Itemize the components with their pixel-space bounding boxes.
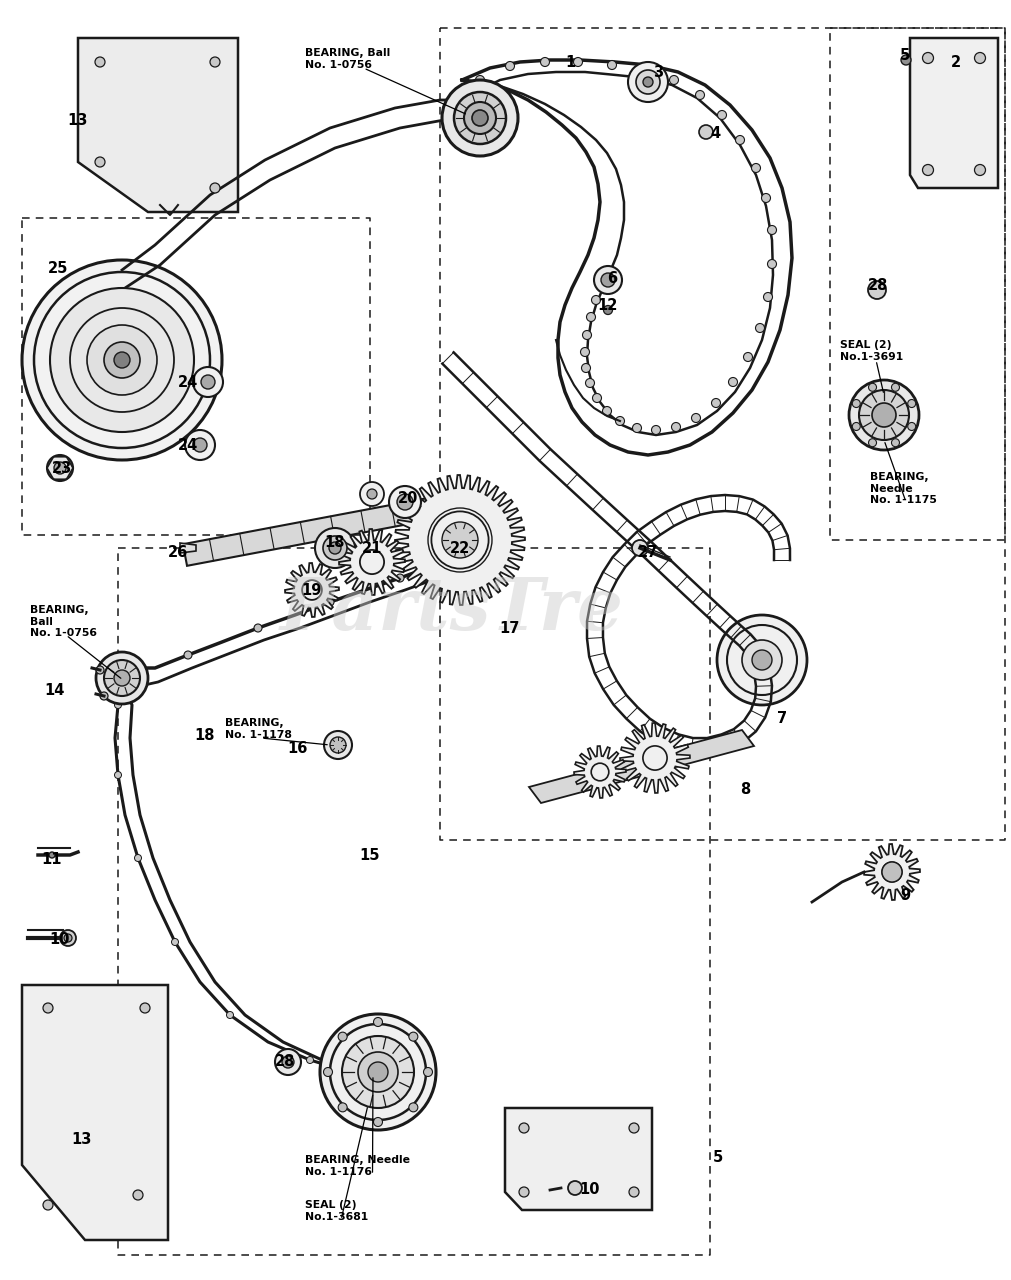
Circle shape [743, 352, 752, 361]
Circle shape [140, 1004, 150, 1012]
Polygon shape [529, 730, 753, 803]
Text: SEAL (2)
No.1-3691: SEAL (2) No.1-3691 [839, 340, 903, 362]
Text: BEARING, Ball
No. 1-0756: BEARING, Ball No. 1-0756 [304, 49, 390, 69]
Circle shape [922, 165, 932, 175]
Text: 26: 26 [168, 544, 188, 559]
Circle shape [47, 454, 73, 481]
Circle shape [582, 330, 590, 339]
Circle shape [475, 76, 484, 84]
Circle shape [408, 1032, 418, 1041]
Circle shape [454, 92, 506, 145]
Circle shape [324, 1068, 333, 1076]
Circle shape [506, 61, 514, 70]
Polygon shape [909, 38, 997, 188]
Text: PartsTre: PartsTre [280, 573, 624, 645]
Polygon shape [183, 494, 452, 566]
Polygon shape [620, 723, 690, 794]
Circle shape [114, 669, 129, 686]
Circle shape [193, 438, 207, 452]
Circle shape [635, 70, 659, 93]
Circle shape [907, 422, 915, 430]
Circle shape [867, 383, 876, 392]
Circle shape [87, 325, 157, 396]
Circle shape [395, 573, 403, 582]
Circle shape [171, 938, 178, 946]
Circle shape [628, 61, 667, 102]
Circle shape [367, 489, 377, 499]
Circle shape [669, 76, 677, 84]
Circle shape [851, 422, 859, 430]
Circle shape [342, 1036, 413, 1108]
Text: 2: 2 [950, 55, 960, 69]
Circle shape [891, 383, 899, 392]
Text: 9: 9 [899, 887, 909, 902]
Text: 3: 3 [652, 64, 662, 79]
Circle shape [691, 413, 700, 422]
Circle shape [275, 1050, 300, 1075]
Circle shape [114, 772, 121, 778]
Circle shape [867, 282, 885, 300]
Circle shape [42, 1199, 53, 1210]
Circle shape [540, 58, 549, 67]
Circle shape [599, 279, 608, 288]
Polygon shape [78, 38, 238, 212]
Circle shape [100, 692, 108, 700]
Circle shape [95, 58, 105, 67]
Circle shape [54, 462, 66, 474]
Circle shape [567, 1181, 581, 1196]
Circle shape [60, 931, 76, 946]
Circle shape [96, 652, 148, 704]
Circle shape [254, 625, 262, 632]
Circle shape [114, 701, 121, 709]
Circle shape [324, 731, 352, 759]
Circle shape [104, 342, 140, 378]
Text: BEARING, Needle
No. 1-1176: BEARING, Needle No. 1-1176 [304, 1155, 409, 1176]
Circle shape [640, 65, 649, 74]
Polygon shape [573, 746, 626, 797]
Text: 22: 22 [450, 540, 470, 556]
Circle shape [762, 293, 771, 302]
Text: 15: 15 [359, 847, 380, 863]
Text: BEARING,
Ball
No. 1-0756: BEARING, Ball No. 1-0756 [30, 605, 97, 639]
Text: 8: 8 [739, 782, 749, 797]
Text: 24: 24 [178, 438, 198, 453]
Circle shape [882, 861, 901, 882]
Circle shape [580, 347, 589, 357]
Circle shape [323, 536, 347, 561]
Text: 27: 27 [637, 544, 657, 559]
Circle shape [64, 934, 72, 942]
Circle shape [858, 390, 908, 440]
Circle shape [104, 660, 140, 696]
Circle shape [50, 288, 194, 433]
Circle shape [463, 102, 495, 134]
Circle shape [900, 55, 910, 65]
Circle shape [907, 399, 915, 407]
Circle shape [671, 422, 679, 431]
Text: 28: 28 [275, 1055, 295, 1070]
Circle shape [329, 541, 341, 554]
Text: 5: 5 [712, 1151, 723, 1166]
Text: 10: 10 [579, 1183, 600, 1198]
Circle shape [867, 439, 876, 447]
Circle shape [319, 1014, 436, 1130]
Circle shape [210, 183, 219, 193]
Text: 20: 20 [397, 490, 418, 506]
Circle shape [735, 136, 744, 145]
Text: 16: 16 [287, 741, 308, 755]
Circle shape [210, 58, 219, 67]
Circle shape [201, 375, 214, 389]
Text: 18: 18 [194, 727, 215, 742]
Text: 7: 7 [776, 710, 787, 726]
Circle shape [442, 79, 518, 156]
Circle shape [766, 225, 775, 234]
Circle shape [226, 1011, 234, 1019]
Circle shape [338, 1032, 347, 1041]
Text: 25: 25 [48, 261, 68, 275]
Circle shape [695, 91, 704, 100]
Circle shape [388, 486, 421, 518]
Circle shape [591, 393, 601, 402]
Circle shape [49, 852, 55, 858]
Circle shape [581, 364, 589, 372]
Text: 13: 13 [68, 113, 88, 128]
Circle shape [766, 260, 775, 269]
